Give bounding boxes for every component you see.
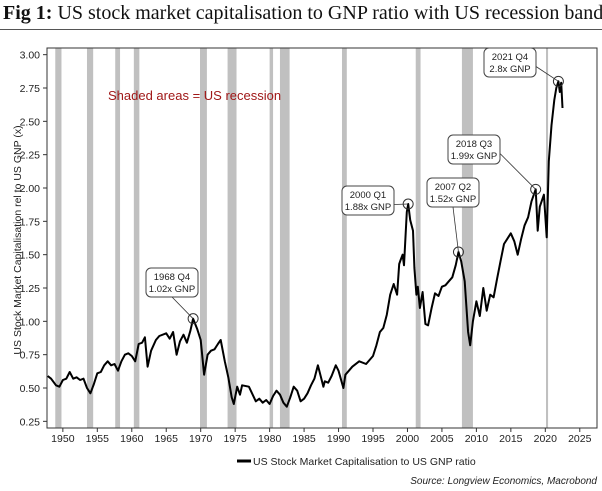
- annotation: 2018 Q31.99x GNP: [447, 134, 542, 195]
- x-tick-label: 1975: [223, 433, 247, 445]
- recession-band: [341, 48, 347, 428]
- annotation-leader: [452, 206, 459, 253]
- annotation-period: 1968 Q4: [154, 272, 190, 283]
- annotation-box: [483, 47, 537, 78]
- series-line: [47, 80, 564, 408]
- y-tick-label: 0.25: [20, 416, 41, 428]
- legend-label: US Stock Market Capitalisation to US GNP…: [253, 456, 476, 468]
- x-tick-label: 1960: [120, 433, 144, 445]
- recession-band: [86, 48, 94, 428]
- x-tick-label: 1955: [86, 433, 110, 445]
- x-tick-label: 1950: [51, 433, 75, 445]
- x-tick-label: 1980: [258, 433, 282, 445]
- annotation-leader: [499, 153, 536, 190]
- y-tick-label: 1.75: [20, 216, 41, 228]
- annotation-value: 1.99x GNP: [451, 151, 497, 162]
- annotation-value: 1.02x GNP: [149, 284, 195, 295]
- y-tick-label: 2.00: [20, 183, 41, 195]
- y-tick-label: 0.75: [20, 350, 41, 362]
- annotation-box: [426, 177, 480, 208]
- recession-band: [415, 48, 421, 428]
- annotation-period: 2000 Q1: [350, 190, 386, 201]
- annotation-period: 2018 Q3: [456, 139, 492, 150]
- annotation-leader: [393, 203, 409, 205]
- figure-number: Fig 1:: [3, 2, 53, 24]
- annotation-marker: [187, 313, 199, 325]
- x-tick-label: 1995: [361, 433, 385, 445]
- annotation-marker: [402, 198, 414, 210]
- y-tick-label: 1.25: [20, 283, 41, 295]
- plot-frame: [46, 47, 598, 429]
- annotation: 2007 Q21.52x GNP: [426, 177, 480, 258]
- annotation: 2000 Q11.88x GNP: [341, 185, 414, 216]
- annotation-marker: [530, 183, 542, 195]
- figure-title: Fig 1: US stock market capitalisation to…: [3, 2, 602, 25]
- annotation-box: [341, 185, 395, 216]
- x-tick-label: 2015: [499, 433, 523, 445]
- x-tick-label: 2010: [465, 433, 489, 445]
- annotation-leader: [535, 66, 559, 82]
- x-tick-label: 1965: [155, 433, 179, 445]
- annotation-period: 2007 Q2: [435, 182, 471, 193]
- x-tick-label: 1985: [292, 433, 316, 445]
- recession-band: [227, 48, 237, 428]
- y-tick-label: 1.50: [20, 250, 41, 262]
- annotation-value: 2.8x GNP: [489, 64, 530, 75]
- annotation: 1968 Q41.02x GNP: [145, 267, 199, 325]
- recession-band: [279, 48, 290, 428]
- y-tick-label: 2.25: [20, 150, 41, 162]
- y-axis-label: US Stock Market Capitalisation rel to US…: [12, 125, 24, 354]
- annotation-value: 1.88x GNP: [345, 202, 391, 213]
- recession-band: [133, 48, 140, 428]
- y-tick-label: 2.50: [20, 116, 41, 128]
- recession-band: [269, 48, 274, 428]
- annotation-box: [145, 267, 199, 298]
- annotation-marker: [552, 75, 564, 87]
- y-tick-label: 1.00: [20, 316, 41, 328]
- figure-title-text: US stock market capitalisation to GNP ra…: [57, 2, 602, 24]
- x-tick-label: 2020: [534, 433, 558, 445]
- recession-band: [115, 48, 121, 428]
- annotation-box: [447, 134, 501, 165]
- recession-band: [461, 48, 473, 428]
- recession-bands: [55, 48, 549, 428]
- x-tick-label: 2025: [568, 433, 592, 445]
- source-note: Source: Longview Economics, Macrobond: [410, 476, 597, 487]
- x-axis: 1950 1955 1960 1965 1970 1975 1980 1985 1990 1995…: [51, 428, 592, 445]
- annotation-period: 2021 Q4: [492, 52, 528, 63]
- y-tick-label: 3.00: [20, 50, 41, 62]
- recession-band: [200, 48, 207, 428]
- annotation: 2021 Q42.8x GNP: [483, 47, 564, 87]
- x-tick-label: 1970: [189, 433, 213, 445]
- recession-note: Shaded areas = US recession: [108, 88, 281, 103]
- x-tick-label: 2005: [430, 433, 454, 445]
- recession-band: [55, 48, 62, 428]
- y-tick-label: 2.75: [20, 83, 41, 95]
- y-axis: 0.25 0.50 0.75 1.00 1.25 1.50 1.75 2.00 2.25 2.50…: [20, 50, 47, 428]
- annotation-marker: [452, 246, 464, 258]
- x-tick-label: 1990: [327, 433, 351, 445]
- y-tick-label: 0.50: [20, 383, 41, 395]
- title-divider: [0, 29, 602, 30]
- x-tick-label: 2000: [396, 433, 420, 445]
- annotation-value: 1.52x GNP: [430, 194, 476, 205]
